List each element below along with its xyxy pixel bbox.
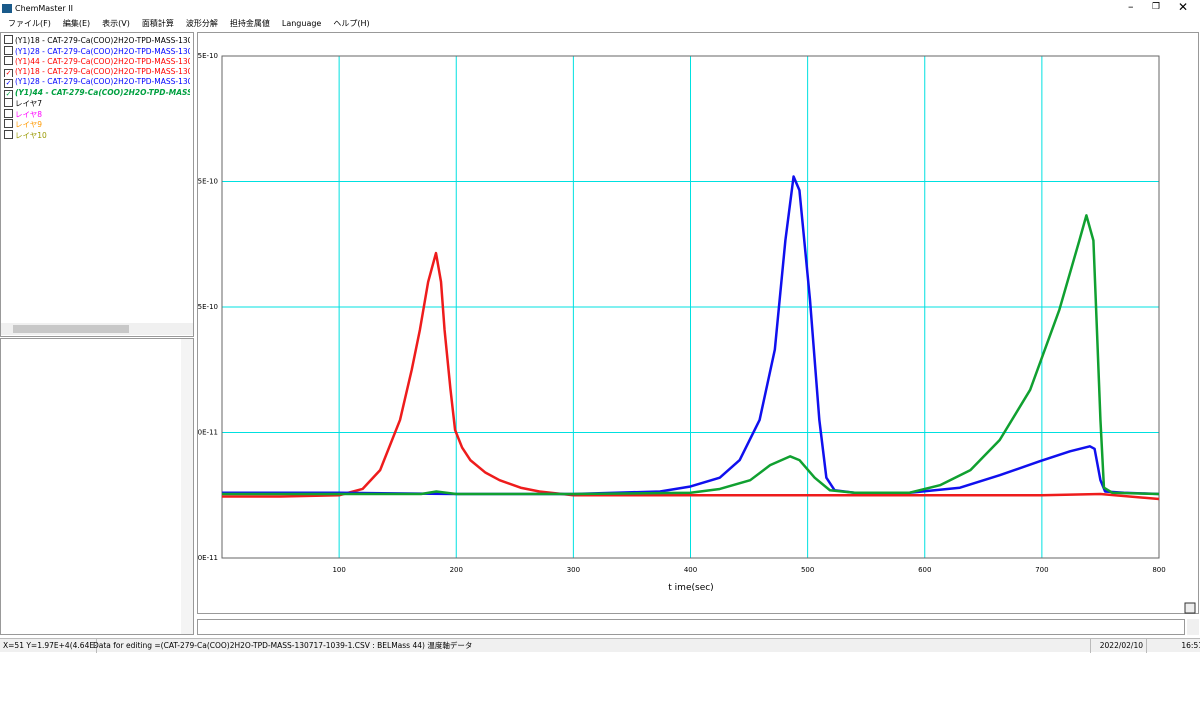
layer-label: レイヤ10 — [15, 130, 47, 140]
menu-item[interactable]: 編集(E) — [62, 19, 91, 28]
chart-area: t ime(sec) -5.0E-11 5.0E-11 1.5E-10 2.5E-10… — [197, 32, 1199, 614]
layer-checkbox[interactable] — [4, 45, 13, 55]
maximize-button[interactable]: ❐ — [1152, 2, 1161, 12]
app-icon — [2, 4, 12, 13]
layer-checkbox[interactable] — [4, 35, 13, 44]
layer-list: (Y1)18 - CAT-279-Ca(COO)2H2O-TPD-MASS-13… — [1, 33, 193, 142]
layer-panel: (Y1)18 - CAT-279-Ca(COO)2H2O-TPD-MASS-13… — [0, 32, 194, 337]
x-tick-label: 100 — [332, 566, 345, 574]
menu-item[interactable]: ヘルプ(H) — [333, 19, 370, 28]
dropdown-button[interactable] — [1184, 602, 1196, 614]
layer-checkbox[interactable]: ✓ — [4, 68, 13, 77]
layer-row[interactable]: ✓ (Y1)44 - CAT-279-Ca(COO)2H2O-TPD-MASS-1 — [4, 87, 190, 98]
x-tick-label: 500 — [801, 566, 814, 574]
close-button[interactable]: ✕ — [1178, 0, 1189, 14]
layer-label: (Y1)18 - CAT-279-Ca(COO)2H2O-TPD-MASS-13… — [15, 36, 190, 45]
layer-checkbox[interactable] — [4, 129, 13, 139]
horizontal-scrollbar[interactable] — [1, 323, 193, 335]
vertical-scrollbar[interactable] — [181, 339, 193, 634]
status-message: Data for editing =(CAT-279-Ca(COO)2H2O-T… — [90, 639, 1091, 653]
minimize-button[interactable]: – — [1128, 0, 1134, 13]
x-tick-label: 800 — [1152, 566, 1165, 574]
command-input[interactable] — [197, 619, 1185, 635]
layer-label: (Y1)44 - CAT-279-Ca(COO)2H2O-TPD-MASS-1 — [15, 87, 190, 97]
layer-label: レイヤ7 — [15, 99, 43, 108]
x-tick-label: 300 — [567, 566, 580, 574]
x-axis-label: t ime(sec) — [668, 583, 713, 593]
status-date: 2022/02/10 — [1084, 639, 1147, 653]
y-tick-label: 3.5E-10 — [197, 52, 218, 60]
data-line — [222, 175, 1160, 496]
y-tick-label: -5.0E-11 — [197, 554, 218, 562]
y-tick-label: 5.0E-11 — [197, 429, 218, 437]
layer-label: (Y1)18 - CAT-279-Ca(COO)2H2O-TPD-MASS-13… — [15, 66, 190, 76]
plot-border — [221, 55, 1160, 559]
layer-row[interactable]: ✓ (Y1)18 - CAT-279-Ca(COO)2H2O-TPD-MASS-1… — [4, 66, 190, 77]
layer-checkbox[interactable] — [4, 56, 13, 65]
menu-item[interactable]: Language — [281, 19, 322, 28]
data-line — [222, 251, 1160, 501]
layer-checkbox[interactable]: ✓ — [4, 89, 13, 98]
layer-row[interactable]: レイヤ7 — [4, 98, 190, 109]
layer-row[interactable]: レイヤ8 — [4, 108, 190, 120]
menu-item[interactable]: ファイル(F) — [8, 19, 51, 28]
menu-item[interactable]: 波形分解 — [185, 19, 218, 28]
scroll-thumb[interactable] — [13, 325, 129, 333]
y-tick-label: 2.5E-10 — [197, 178, 218, 186]
layer-row[interactable]: レイヤ9 — [4, 119, 190, 130]
layer-checkbox[interactable] — [4, 98, 13, 107]
menu-item[interactable]: 表示(V) — [102, 19, 130, 28]
status-bar: X=51 Y=1.97E+4(4.64E+1) Data for editing… — [0, 638, 1200, 653]
menu-bar: ファイル(F) 編集(E) 表示(V) 面積計算 波形分解 担持金属値 Language ヘル… — [8, 18, 1198, 31]
layer-label: (Y1)28 - CAT-279-Ca(COO)2H2O-TPD-MASS-13… — [15, 46, 190, 56]
window-title: ChemMaster II — [15, 4, 73, 13]
layer-row[interactable]: (Y1)18 - CAT-279-Ca(COO)2H2O-TPD-MASS-13… — [4, 35, 190, 46]
y-tick-label: 1.5E-10 — [197, 303, 218, 311]
menu-item[interactable]: 面積計算 — [141, 19, 174, 28]
x-tick-label: 200 — [450, 566, 463, 574]
info-panel — [0, 338, 194, 635]
layer-row[interactable]: (Y1)44 - CAT-279-Ca(COO)2H2O-TPD-MASS-13… — [4, 56, 190, 67]
layer-checkbox[interactable] — [4, 119, 13, 128]
layer-checkbox[interactable] — [4, 108, 13, 118]
layer-row[interactable]: (Y1)28 - CAT-279-Ca(COO)2H2O-TPD-MASS-13… — [4, 45, 190, 57]
cursor-position: X=51 Y=1.97E+4(4.64E+1) — [0, 639, 97, 653]
layer-row[interactable]: レイヤ10 — [4, 129, 190, 141]
x-tick-label: 400 — [684, 566, 697, 574]
layer-label: レイヤ8 — [15, 109, 43, 119]
status-time: 16:51 — [1140, 639, 1200, 653]
layer-label: レイヤ9 — [15, 120, 43, 129]
layer-label: (Y1)28 - CAT-279-Ca(COO)2H2O-TPD-MASS-13… — [15, 77, 190, 86]
menu-item[interactable]: 担持金属値 — [229, 19, 270, 28]
input-scrollbar[interactable] — [1187, 619, 1199, 635]
layer-row[interactable]: ✓ (Y1)28 - CAT-279-Ca(COO)2H2O-TPD-MASS-1… — [4, 77, 190, 88]
layer-checkbox[interactable]: ✓ — [4, 79, 13, 88]
data-line — [222, 214, 1160, 496]
layer-label: (Y1)44 - CAT-279-Ca(COO)2H2O-TPD-MASS-13… — [15, 57, 190, 66]
title-bar: ChemMaster II – ❐ ✕ — [0, 0, 1200, 17]
x-tick-label: 600 — [918, 566, 931, 574]
x-tick-label: 700 — [1035, 566, 1048, 574]
